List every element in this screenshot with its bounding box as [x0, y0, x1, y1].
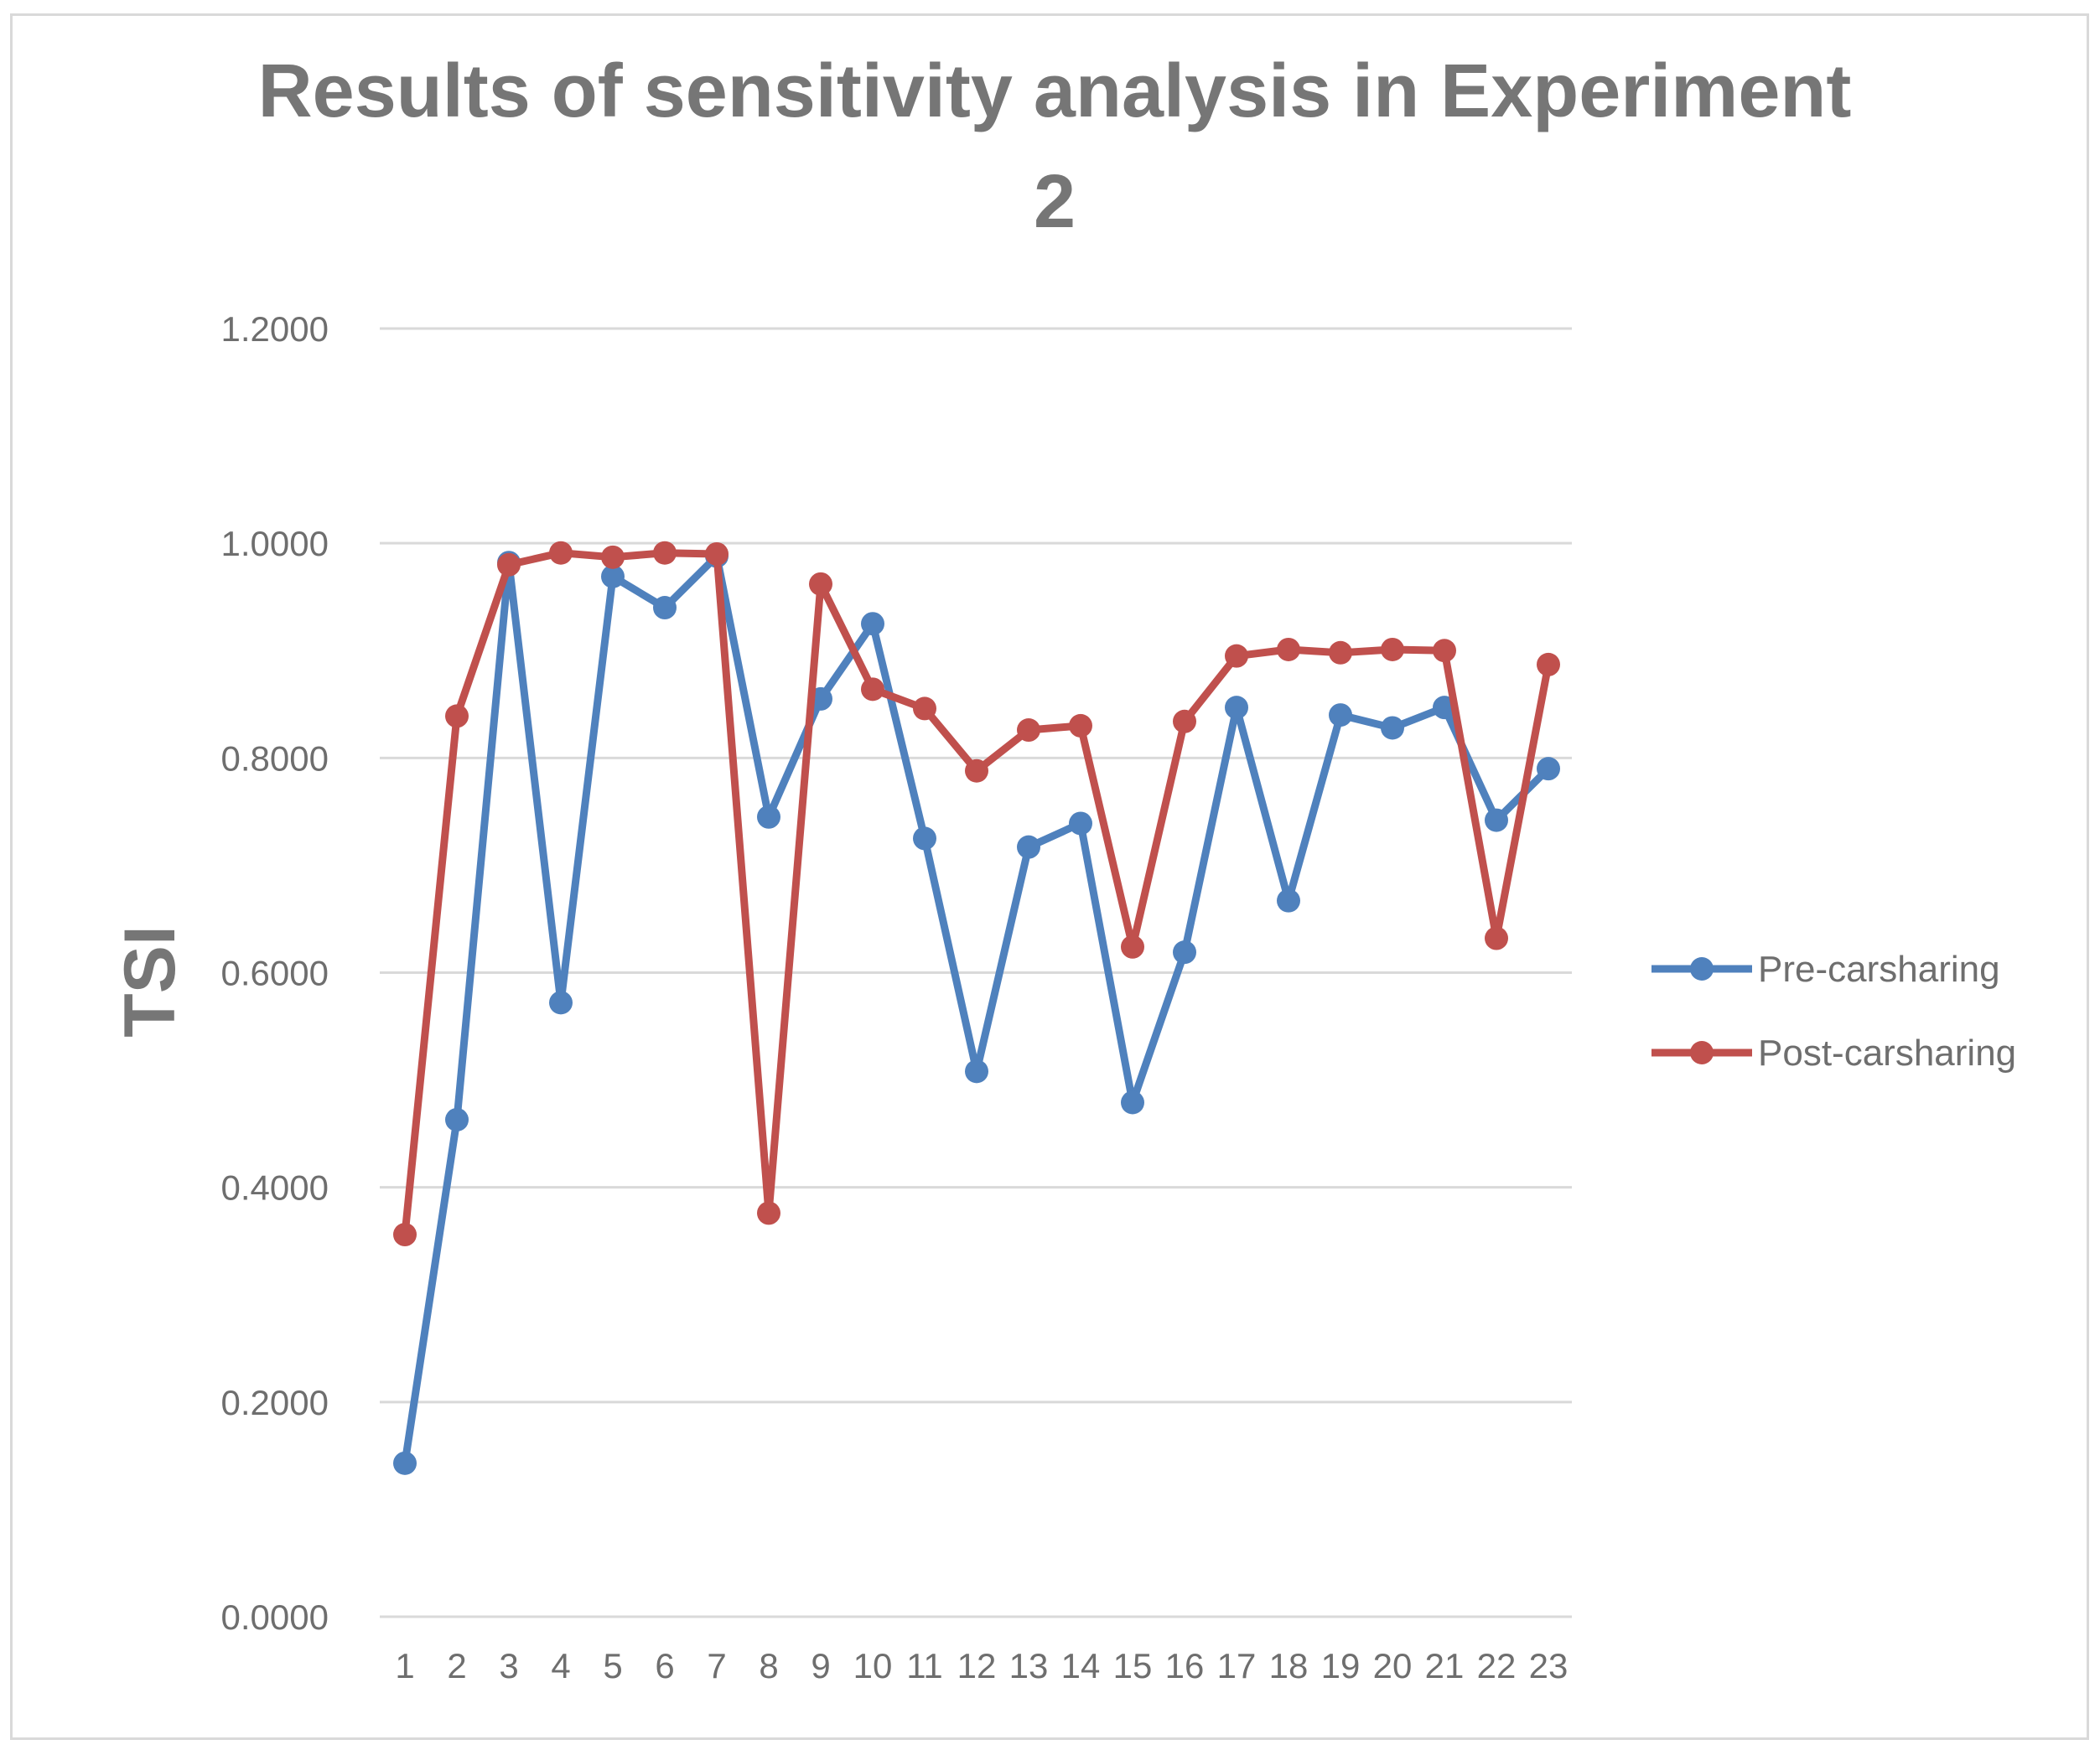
chart-title-line-2: 2: [1034, 160, 1076, 244]
data-point: [1381, 716, 1404, 740]
x-tick-label: 9: [811, 1646, 830, 1685]
data-point: [1537, 757, 1560, 781]
y-tick-labels: 0.0000 0.2000 0.4000 0.6000 0.8000 1.0000 1.20…: [221, 309, 329, 1637]
legend-marker: [1690, 1041, 1714, 1064]
chart-frame: Results of sensitivity analysis in Exper…: [10, 13, 2089, 1740]
data-point: [445, 704, 469, 728]
chart-title-line-1: Results of sensitivity analysis in Exper…: [258, 49, 1852, 133]
y-tick-label: 0.8000: [221, 738, 329, 778]
y-tick-label: 0.4000: [221, 1168, 329, 1208]
data-point: [1329, 640, 1352, 665]
data-point: [809, 572, 832, 596]
data-point: [601, 545, 625, 569]
x-tick-label: 23: [1529, 1646, 1569, 1685]
x-tick-labels: 1 2 3 4 5 6 7 8 9 10 11 12 13 14 15 16 17 18 19 20 21 22 23: [395, 1646, 1568, 1685]
data-point: [757, 1201, 780, 1225]
data-point: [965, 1059, 988, 1084]
x-tick-label: 22: [1477, 1646, 1517, 1685]
series-line: [401, 552, 1552, 1464]
legend-item-post-carsharing: Post-carsharing: [1651, 1033, 2016, 1074]
x-tick-label: 3: [499, 1646, 518, 1685]
y-axis-label: TSI: [110, 925, 190, 1038]
x-tick-label: 7: [707, 1646, 726, 1685]
x-tick-label: 1: [395, 1646, 414, 1685]
x-tick-label: 13: [1009, 1646, 1049, 1685]
series-pre-carsharing: [393, 544, 1560, 1475]
chart-title: Results of sensitivity analysis in Exper…: [258, 49, 1852, 244]
x-tick-label: 12: [957, 1646, 997, 1685]
series-layer: [393, 541, 1560, 1475]
x-tick-label: 16: [1165, 1646, 1205, 1685]
gridlines: [380, 327, 1572, 1618]
x-tick-label: 8: [759, 1646, 778, 1685]
data-point: [705, 541, 729, 566]
data-point: [1121, 935, 1144, 959]
data-point: [393, 1223, 417, 1247]
x-tick-label: 18: [1269, 1646, 1309, 1685]
series-post-carsharing: [393, 541, 1560, 1247]
y-tick-label: 0.6000: [221, 954, 329, 993]
data-point: [601, 564, 625, 588]
chart-svg: Results of sensitivity analysis in Exper…: [110, 49, 2016, 1685]
x-tick-label: 10: [853, 1646, 893, 1685]
data-point: [1485, 926, 1508, 950]
data-point: [1017, 718, 1040, 743]
y-tick-label: 1.2000: [221, 309, 329, 349]
y-tick-label: 0.0000: [221, 1597, 329, 1637]
legend-label: Pre-carsharing: [1758, 949, 2000, 990]
legend-item-pre-carsharing: Pre-carsharing: [1651, 949, 2000, 990]
data-point: [1225, 644, 1248, 668]
x-tick-label: 4: [551, 1646, 570, 1685]
data-point: [1017, 835, 1040, 859]
data-point: [913, 826, 936, 851]
data-point: [1277, 888, 1300, 913]
x-tick-label: 17: [1217, 1646, 1257, 1685]
x-tick-label: 14: [1061, 1646, 1101, 1685]
data-point: [497, 552, 521, 577]
data-point: [445, 1107, 469, 1131]
data-point: [1433, 639, 1456, 663]
x-tick-label: 5: [603, 1646, 622, 1685]
data-point: [1173, 940, 1196, 965]
data-point: [549, 991, 573, 1015]
data-point: [1485, 808, 1508, 832]
x-tick-label: 19: [1321, 1646, 1361, 1685]
legend-marker: [1690, 957, 1714, 981]
data-point: [1329, 703, 1352, 727]
data-point: [913, 696, 936, 721]
data-point: [1225, 696, 1248, 720]
x-tick-label: 6: [655, 1646, 674, 1685]
data-point: [1381, 637, 1404, 661]
data-point: [1121, 1090, 1144, 1115]
x-tick-label: 21: [1425, 1646, 1465, 1685]
y-tick-label: 0.2000: [221, 1383, 329, 1422]
data-point: [757, 805, 780, 829]
data-point: [861, 612, 884, 636]
legend-label: Post-carsharing: [1758, 1033, 2016, 1074]
data-point: [1173, 709, 1196, 733]
data-point: [1277, 637, 1300, 661]
data-point: [1069, 811, 1092, 836]
x-tick-label: 20: [1373, 1646, 1413, 1685]
data-point: [549, 541, 573, 565]
x-tick-label: 2: [447, 1646, 466, 1685]
data-point: [653, 596, 677, 620]
data-point: [1537, 652, 1560, 676]
data-point: [861, 677, 884, 702]
x-tick-label: 15: [1113, 1646, 1153, 1685]
data-point: [653, 541, 677, 565]
y-tick-label: 1.0000: [221, 524, 329, 563]
legend: Pre-carsharing Post-carsharing: [1651, 949, 2016, 1074]
x-tick-label: 11: [906, 1646, 943, 1685]
data-point: [1069, 713, 1092, 738]
data-point: [965, 759, 988, 783]
data-point: [393, 1451, 417, 1475]
